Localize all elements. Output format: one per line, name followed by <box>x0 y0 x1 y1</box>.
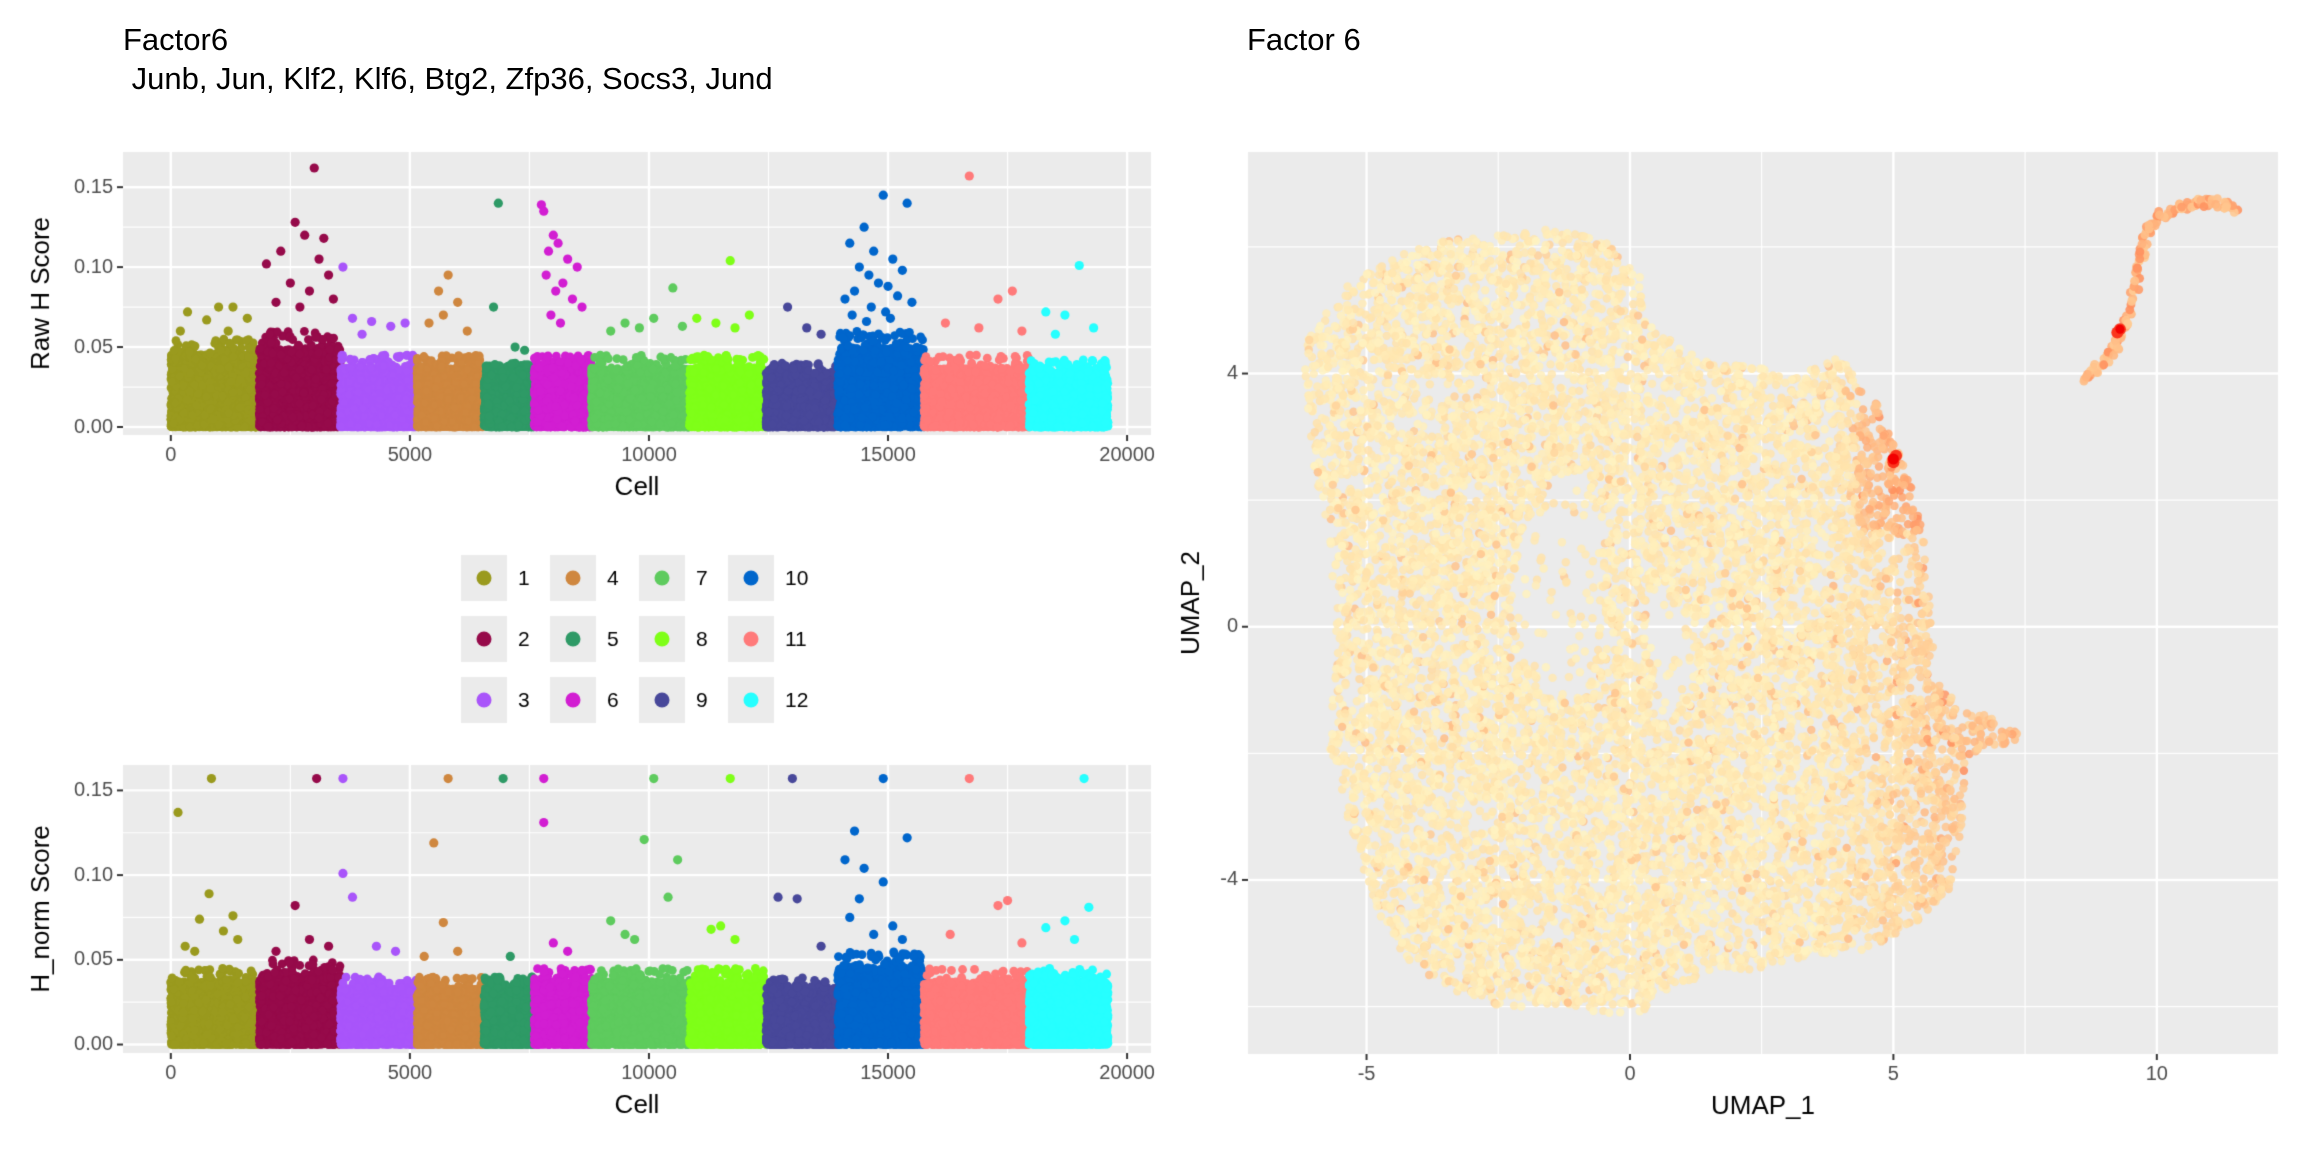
umap-chart-title: Factor 6 <box>1247 22 1361 57</box>
left-chart-subtitle: Junb, Jun, Klf2, Klf6, Btg2, Zfp36, Socs… <box>123 61 773 96</box>
left-chart-title: Factor6 <box>123 22 229 57</box>
